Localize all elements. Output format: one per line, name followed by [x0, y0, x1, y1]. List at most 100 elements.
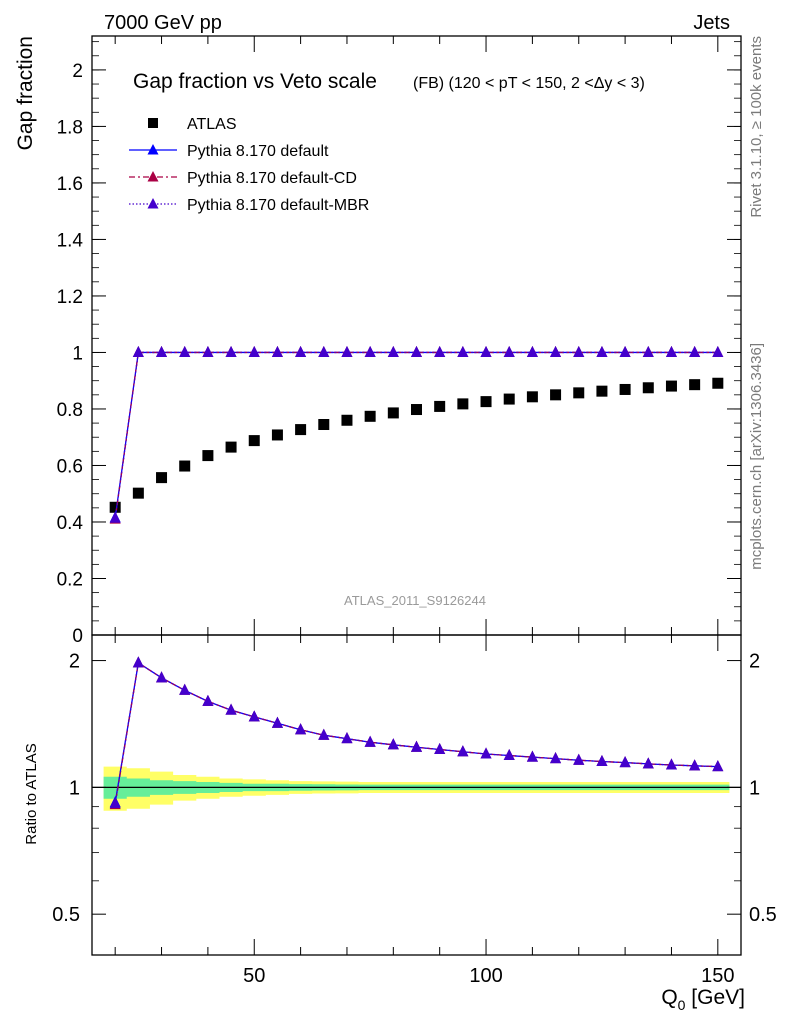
top-series-marker: [364, 345, 376, 357]
top-y-tick-label: 1.6: [57, 174, 83, 195]
top-y-axis-label: Gap fraction: [14, 36, 37, 150]
ratio-y-tick-label-right: 1: [749, 777, 760, 799]
top-y-tick-label: 0.2: [57, 569, 83, 590]
chart-subtitle: (FB) (120 < pT < 150, 2 <Δy < 3): [413, 75, 645, 92]
atlas-point: [480, 396, 492, 408]
atlas-point: [318, 419, 330, 431]
legend-mbr-marker: [147, 198, 159, 209]
ratio-y-tick-label-left: 2: [69, 651, 80, 673]
atlas-point: [202, 450, 214, 462]
atlas-point: [341, 414, 353, 426]
x-axis-label-main: Q: [661, 986, 677, 1009]
top-y-tick-label: 2: [72, 61, 83, 82]
rivet-label: Rivet 3.1.10, ≥ 100k events: [748, 36, 765, 218]
top-series-marker: [202, 345, 214, 357]
bottom-y-axis-label: Ratio to ATLAS: [23, 743, 40, 844]
ratio-series-marker: [341, 732, 353, 744]
legend-cd-marker: [147, 171, 159, 182]
top-series-marker: [619, 345, 631, 357]
top-series-marker: [689, 345, 701, 357]
atlas-point: [225, 441, 237, 453]
top-series-marker: [712, 345, 724, 357]
ratio-series-marker: [480, 747, 492, 759]
legend-default-marker: [147, 144, 159, 155]
ratio-y-tick-label-left: 1: [69, 777, 80, 799]
ratio-series-marker: [318, 728, 330, 740]
top-series-marker: [318, 345, 330, 357]
atlas-point: [387, 407, 399, 419]
atlas-point: [271, 429, 283, 441]
atlas-point: [109, 501, 121, 513]
top-y-tick-label: 1.4: [57, 230, 84, 251]
ratio-series-marker: [434, 743, 446, 755]
ratio-series-marker: [109, 797, 121, 809]
top-series-marker: [109, 511, 121, 523]
top-series-marker: [179, 345, 191, 357]
ratio-series-marker: [665, 758, 677, 770]
ratio-series-marker: [573, 753, 585, 765]
atlas-point: [179, 460, 191, 472]
top-y-tick-label: 0.4: [57, 513, 84, 534]
ratio-series-marker: [411, 740, 422, 752]
top-series-marker: [387, 345, 399, 357]
ratio-series-marker: [619, 756, 631, 768]
top-y-tick-label: 0: [72, 626, 83, 647]
top-series-marker: [573, 345, 585, 357]
top-series-marker: [225, 345, 237, 357]
legend-atlas-label: ATLAS: [187, 116, 237, 133]
atlas-point: [364, 410, 376, 422]
atlas-point: [526, 391, 538, 403]
ratio-series-marker: [202, 694, 214, 706]
ratio-series-marker: [642, 757, 654, 769]
atlas-point: [642, 382, 654, 394]
atlas-point: [712, 377, 724, 389]
top-series-marker: [665, 345, 677, 357]
ratio-series-marker: [457, 745, 469, 757]
top-series-marker: [596, 345, 608, 357]
ratio-y-tick-label-left: 0.5: [52, 904, 80, 926]
atlas-point: [573, 387, 585, 399]
top-series-marker: [341, 345, 353, 357]
analysis-watermark: ATLAS_2011_S9126244: [344, 593, 486, 608]
top-y-tick-label: 0.8: [57, 400, 83, 421]
atlas-point: [503, 393, 515, 405]
atlas-point: [248, 435, 260, 447]
atlas-point: [434, 400, 446, 412]
legend-default-label: Pythia 8.170 default: [187, 143, 329, 160]
ratio-series-marker: [596, 754, 608, 766]
atlas-point: [665, 380, 677, 392]
header-left: 7000 GeV pp: [104, 12, 222, 34]
chart-title: Gap fraction vs Veto scale: [133, 70, 377, 93]
atlas-point: [156, 472, 168, 484]
ratio-series-marker: [503, 749, 515, 761]
atlas-point: [295, 424, 307, 436]
legend-cd-label: Pythia 8.170 default-CD: [187, 170, 357, 187]
top-series-marker: [271, 345, 283, 357]
legend-mbr-label: Pythia 8.170 default-MBR: [187, 197, 369, 214]
ratio-series-marker: [387, 738, 399, 750]
atlas-point: [411, 404, 422, 416]
ratio-series-marker: [526, 750, 538, 762]
legend-atlas-marker: [148, 118, 158, 128]
ratio-series-marker: [271, 716, 283, 728]
top-series-marker: [526, 345, 538, 357]
top-series-marker: [480, 345, 492, 357]
atlas-point: [457, 398, 469, 410]
atlas-point: [132, 487, 144, 499]
header-right: Jets: [693, 12, 730, 34]
top-series-marker: [411, 345, 422, 357]
mcplots-label: mcplots.cern.ch [arXiv:1306.3436]: [748, 343, 765, 570]
x-tick-label: 150: [701, 965, 734, 987]
atlas-point: [689, 379, 701, 391]
ratio-series-marker: [132, 656, 144, 668]
x-axis-label: Q0 [GeV]: [661, 986, 745, 1013]
ratio-series-line: [114, 661, 718, 804]
ratio-series-marker: [295, 723, 307, 735]
x-axis-label-unit: [GeV]: [685, 986, 745, 1009]
top-series-marker: [550, 345, 562, 357]
legend: ATLAS Pythia 8.170 default Pythia 8.170 …: [129, 116, 369, 214]
atlas-point: [619, 383, 631, 395]
ratio-panel-frame: [91, 634, 742, 956]
